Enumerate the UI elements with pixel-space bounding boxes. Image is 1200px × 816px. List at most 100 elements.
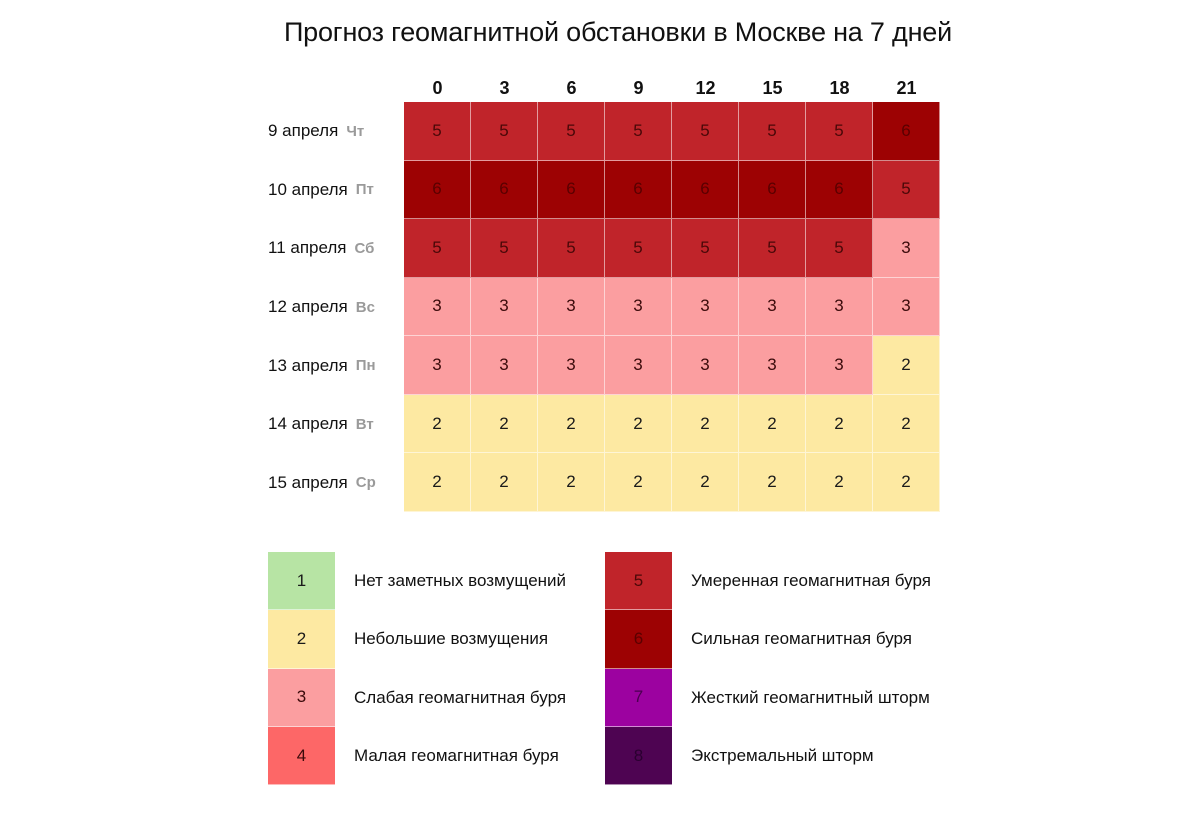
- heatmap-cell: 2: [404, 453, 471, 512]
- heatmap-cell: 2: [471, 394, 538, 454]
- row-label: 13 апреля Пн: [268, 336, 376, 395]
- row-day-of-week: Ср: [355, 474, 376, 492]
- heatmap-cell: 6: [739, 160, 806, 220]
- row-date: 14 апреля: [268, 414, 348, 434]
- heatmap-cell: 2: [605, 453, 672, 512]
- row-day-of-week: Чт: [346, 122, 365, 140]
- row-label: 9 апреля Чт: [268, 102, 376, 161]
- legend-swatch: 5: [605, 552, 672, 611]
- heatmap-cell: 2: [605, 394, 672, 454]
- heatmap-cell: 2: [739, 453, 806, 512]
- legend-label: Небольшие возмущения: [354, 629, 549, 649]
- heatmap-cell: 2: [806, 394, 873, 454]
- legend-item-5: 5 Умеренная геомагнитная буря: [605, 552, 931, 611]
- legend-swatch: 1: [268, 552, 335, 611]
- heatmap-cell: 3: [739, 277, 806, 337]
- heatmap-cell: 3: [538, 277, 605, 337]
- heatmap-cell: 5: [605, 219, 672, 278]
- legend-swatch: 2: [268, 610, 335, 669]
- heatmap-cell: 3: [605, 277, 672, 337]
- heatmap-cell: 5: [739, 219, 806, 278]
- heatmap-cell: 2: [538, 394, 605, 454]
- column-headers: 0 3 6 9 12 15 18 21: [404, 76, 940, 100]
- column-header-21: 21: [896, 78, 917, 98]
- legend-swatch: 8: [605, 726, 672, 786]
- heatmap-cell: 3: [471, 277, 538, 337]
- heatmap-cell: 6: [672, 160, 739, 220]
- column-header-6: 6: [566, 78, 577, 98]
- heatmap-cell: 2: [873, 453, 940, 512]
- row-label: 10 апреля Пт: [268, 161, 376, 220]
- legend-item-1: 1 Нет заметных возмущений: [268, 552, 567, 611]
- row-label: 14 апреля Вт: [268, 395, 376, 454]
- row-label: 15 апреля Ср: [268, 454, 376, 513]
- heatmap-cell: 5: [404, 102, 471, 161]
- legend-label: Малая геомагнитная буря: [354, 746, 559, 766]
- column-header-12: 12: [695, 78, 716, 98]
- column-header-0: 0: [432, 78, 443, 98]
- heatmap-cell: 5: [538, 102, 605, 161]
- heatmap-cell: 2: [806, 453, 873, 512]
- heatmap-cell: 5: [605, 102, 672, 161]
- row-date: 10 апреля: [268, 179, 348, 199]
- row-date: 13 апреля: [268, 355, 348, 375]
- row-date: 12 апреля: [268, 297, 348, 317]
- heatmap-cell: 6: [404, 160, 471, 220]
- heatmap-cell: 5: [404, 219, 471, 278]
- heatmap-cell: 5: [806, 219, 873, 278]
- column-header-3: 3: [499, 78, 510, 98]
- legend-label: Умеренная геомагнитная буря: [691, 571, 931, 591]
- legend-label: Сильная геомагнитная буря: [691, 629, 912, 649]
- heatmap-cell: 5: [739, 102, 806, 161]
- column-header-15: 15: [762, 78, 783, 98]
- legend-item-6: 6 Сильная геомагнитная буря: [605, 610, 931, 669]
- row-day-of-week: Сб: [354, 239, 375, 257]
- heatmap-cell: 2: [739, 394, 806, 454]
- legend-swatch: 7: [605, 668, 672, 727]
- heatmap-cell: 6: [538, 160, 605, 220]
- row-labels: 9 апреля Чт 10 апреля Пт 11 апреля Сб 12 апрел…: [268, 102, 376, 512]
- heatmap-cell: 6: [873, 102, 940, 161]
- row-date: 9 апреля: [268, 121, 339, 141]
- legend-label: Жесткий геомагнитный шторм: [691, 687, 930, 707]
- legend-swatch: 3: [268, 668, 335, 727]
- legend-item-3: 3 Слабая геомагнитная буря: [268, 668, 567, 727]
- heatmap-cell: 6: [806, 160, 873, 220]
- legend-item-8: 8 Экстремальный шторм: [605, 726, 931, 786]
- heatmap-cell: 3: [538, 336, 605, 395]
- legend-right: 5 Умеренная геомагнитная буря 6 Сильная гео…: [605, 552, 931, 786]
- heatmap-cell: 3: [672, 336, 739, 395]
- heatmap-cell: 5: [672, 102, 739, 161]
- heatmap-cell: 5: [873, 160, 940, 220]
- heatmap-cell: 5: [672, 219, 739, 278]
- heatmap-cell: 2: [873, 394, 940, 454]
- heatmap-cell: 5: [471, 102, 538, 161]
- row-date: 11 апреля: [268, 238, 347, 258]
- row-date: 15 апреля: [268, 472, 348, 492]
- row-day-of-week: Вт: [355, 415, 374, 433]
- column-header-18: 18: [829, 78, 850, 98]
- heatmap-cell: 5: [471, 219, 538, 278]
- row-day-of-week: Вс: [355, 298, 375, 316]
- heatmap-cell: 3: [806, 336, 873, 395]
- heatmap-cell: 3: [873, 277, 940, 337]
- heatmap-cell: 6: [471, 160, 538, 220]
- legend-item-2: 2 Небольшие возмущения: [268, 610, 566, 669]
- heatmap-cell: 3: [806, 277, 873, 337]
- legend-item-4: 4 Малая геомагнитная буря: [268, 726, 566, 786]
- heatmap-cell: 3: [672, 277, 739, 337]
- row-label: 11 апреля Сб: [268, 219, 376, 278]
- heatmap-cell: 2: [538, 453, 605, 512]
- heatmap-cell: 3: [739, 336, 806, 395]
- heatmap-cell: 3: [605, 336, 672, 395]
- heatmap-cell: 2: [471, 453, 538, 512]
- heatmap-cell: 3: [471, 336, 538, 395]
- heatmap-cell: 6: [605, 160, 672, 220]
- legend-label: Слабая геомагнитная буря: [354, 687, 567, 707]
- heatmap-cell: 3: [404, 277, 471, 337]
- column-header-9: 9: [633, 78, 644, 98]
- legend-label: Экстремальный шторм: [691, 746, 874, 766]
- row-label: 12 апреля Вс: [268, 278, 376, 337]
- legend-label: Нет заметных возмущений: [354, 571, 567, 591]
